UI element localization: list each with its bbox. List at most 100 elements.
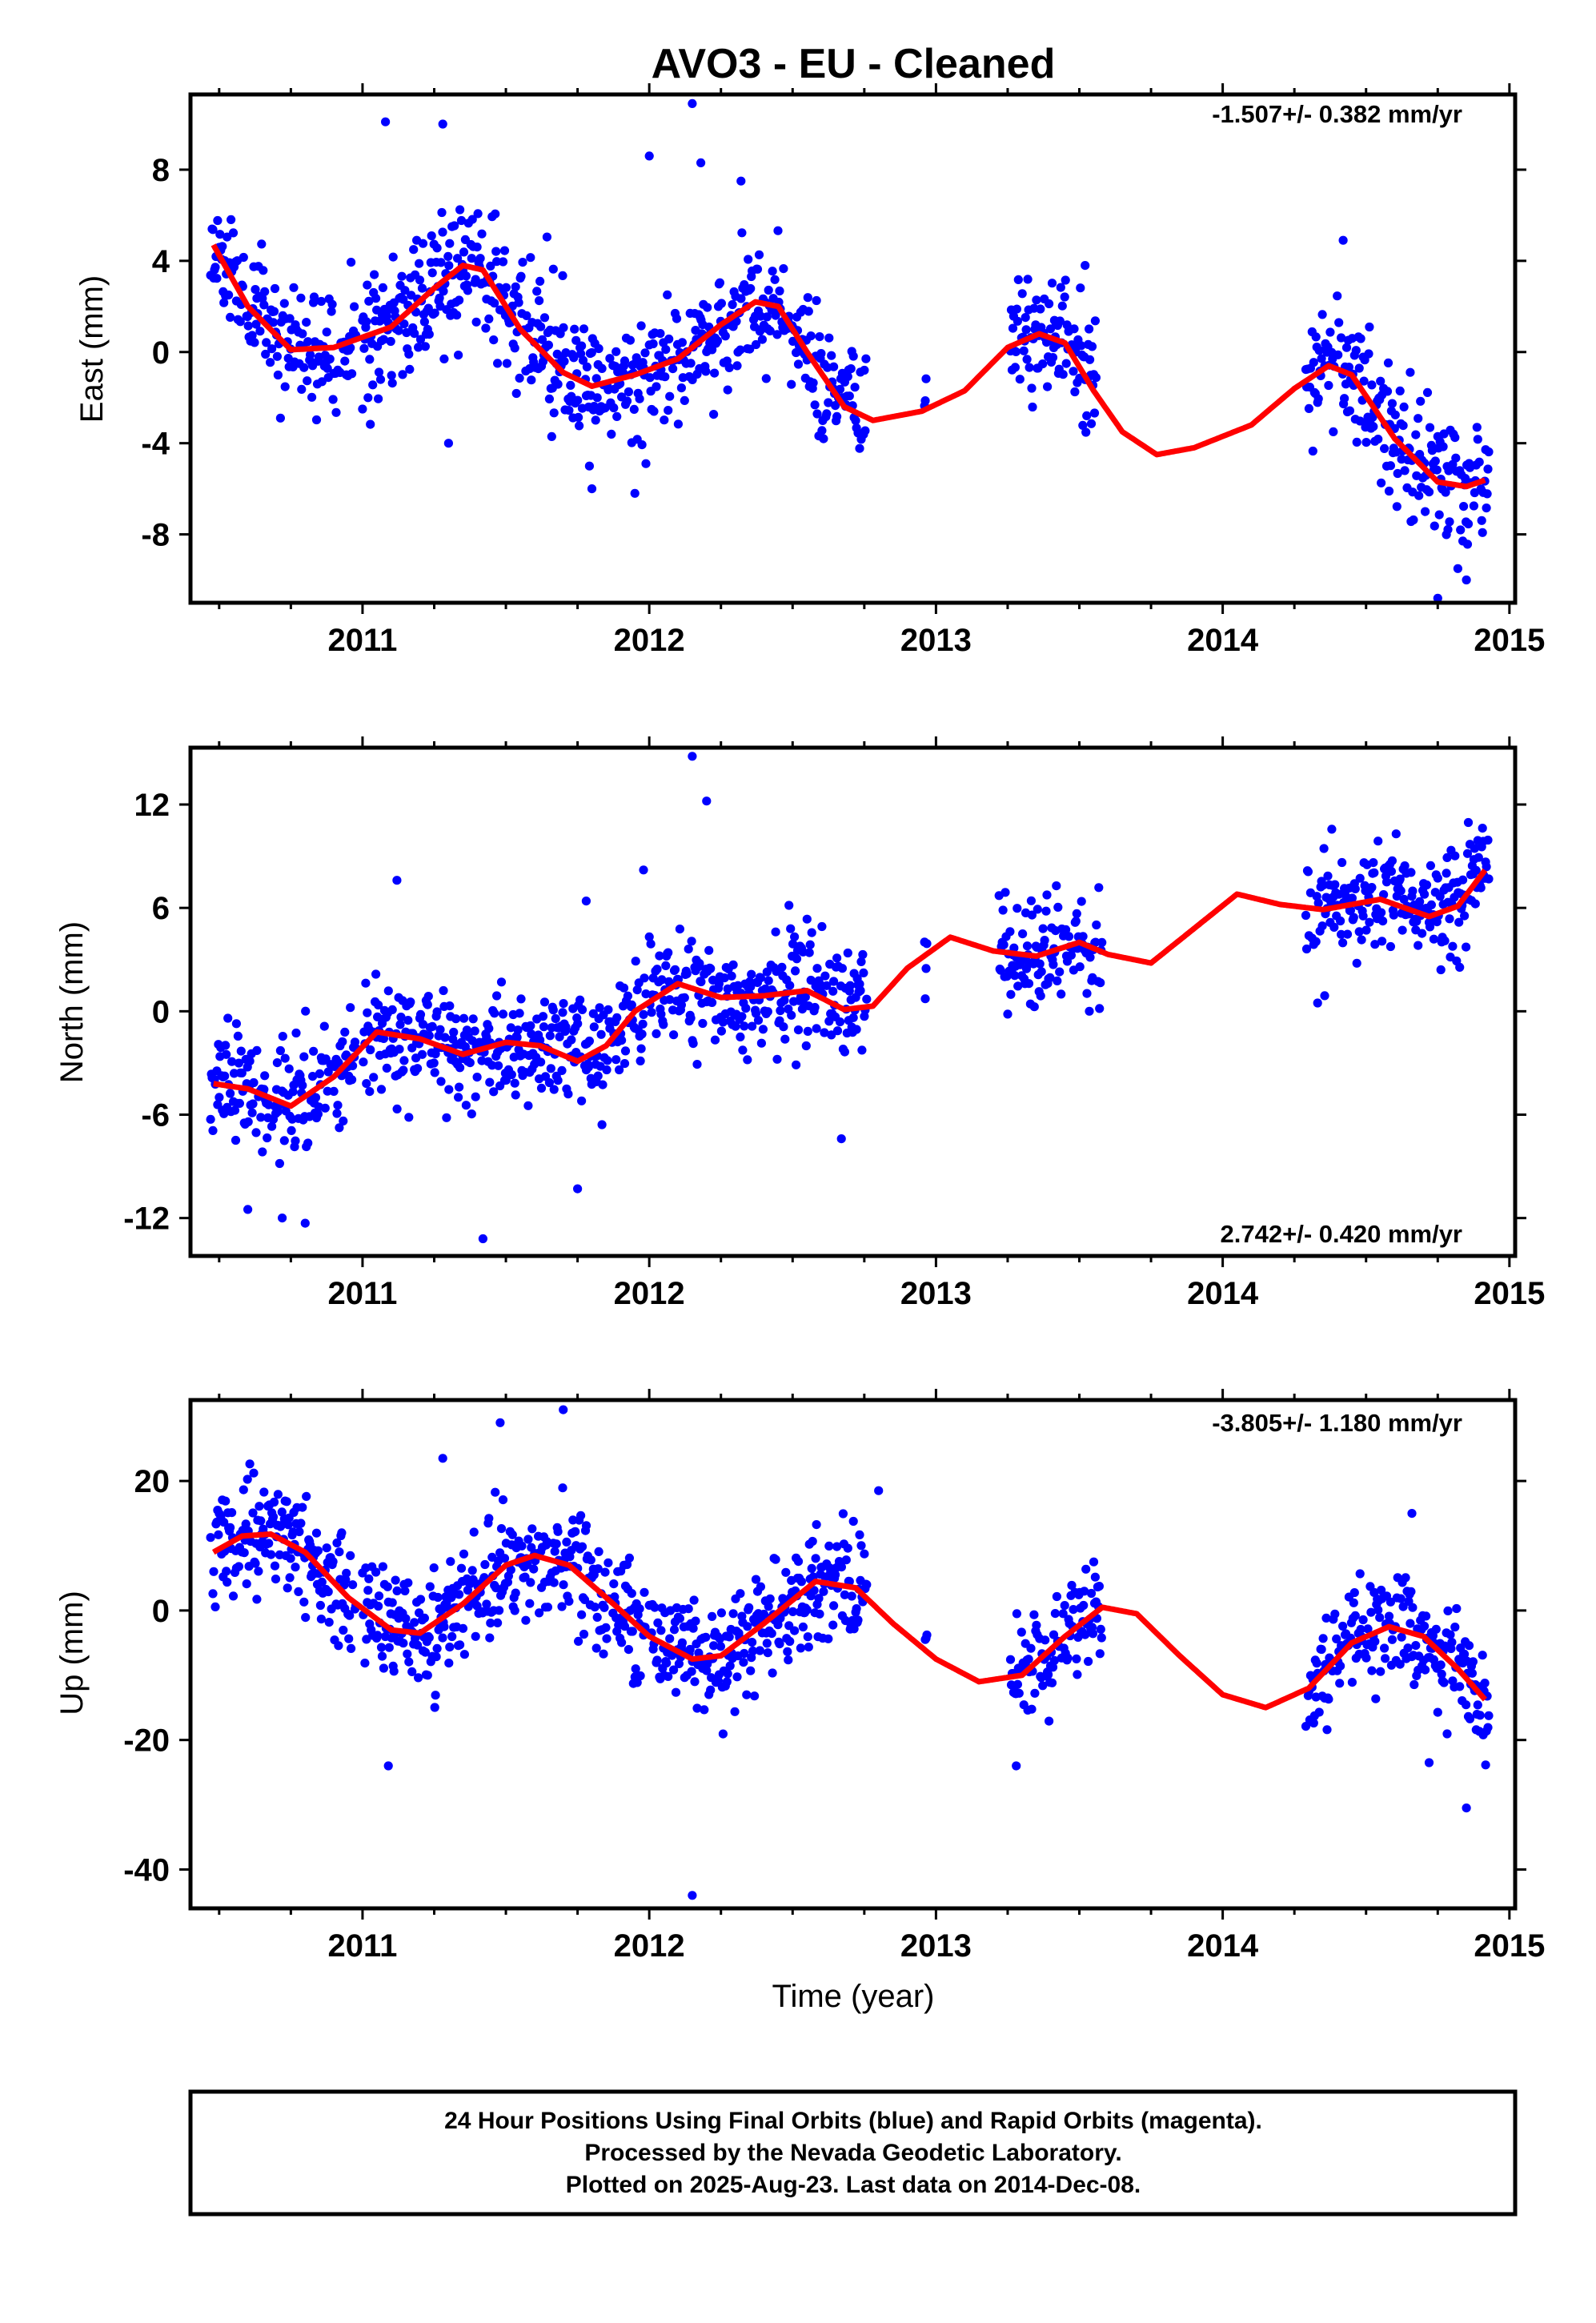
data-point [1456, 525, 1466, 535]
outlier-point [688, 1891, 697, 1900]
data-point [757, 335, 768, 344]
data-point [511, 1588, 520, 1598]
data-point [762, 967, 772, 977]
data-point [493, 1618, 503, 1627]
data-point [1097, 937, 1107, 947]
data-point [575, 995, 585, 1005]
data-point [1036, 991, 1045, 1001]
data-point [419, 1613, 430, 1623]
data-point [1459, 502, 1469, 512]
data-point [810, 400, 820, 410]
data-point [744, 255, 753, 264]
data-point [638, 1019, 648, 1029]
data-point [400, 286, 410, 295]
data-point [1064, 932, 1074, 941]
data-point [791, 966, 800, 976]
data-point [669, 1030, 679, 1040]
data-point [547, 431, 556, 442]
data-point [1317, 310, 1327, 319]
data-point [843, 371, 852, 381]
data-point [432, 1007, 442, 1017]
data-point [578, 355, 588, 365]
data-point [444, 1085, 454, 1094]
data-point [1446, 1630, 1455, 1639]
data-point [1309, 1718, 1318, 1728]
data-point [1006, 989, 1016, 999]
data-point [665, 1634, 675, 1643]
data-point [302, 318, 311, 327]
data-point [418, 239, 428, 248]
data-point [792, 1060, 801, 1069]
data-point [1094, 883, 1104, 893]
data-point [714, 979, 724, 989]
data-point [998, 905, 1008, 915]
data-point [391, 1575, 400, 1585]
data-point [272, 351, 282, 361]
data-point [824, 333, 834, 343]
data-point [374, 394, 383, 403]
x-tick-label: 2011 [328, 1276, 398, 1311]
data-point [815, 332, 824, 342]
data-point [1387, 1635, 1397, 1644]
north-frame [188, 745, 1518, 1258]
data-point [593, 1564, 603, 1574]
data-point [605, 354, 615, 363]
data-point [860, 365, 869, 375]
data-point [1483, 835, 1493, 845]
data-point [1462, 942, 1471, 952]
data-point [692, 1060, 702, 1069]
data-point [280, 1053, 290, 1063]
data-point [400, 1586, 410, 1595]
data-point [1433, 1707, 1442, 1717]
data-point [838, 1509, 848, 1519]
data-point [716, 1642, 726, 1651]
data-point [695, 959, 704, 969]
data-point [1474, 457, 1484, 467]
data-point [235, 1098, 244, 1108]
data-point [291, 1563, 300, 1572]
data-point [1001, 888, 1010, 897]
data-point [1395, 874, 1405, 884]
data-point [432, 243, 442, 253]
data-point [1314, 346, 1324, 355]
data-point [403, 1016, 413, 1025]
data-point [615, 1065, 624, 1075]
data-point [1436, 965, 1446, 975]
data-point [328, 395, 338, 404]
data-point [808, 1536, 817, 1547]
data-point [641, 459, 651, 468]
data-point [1325, 327, 1335, 337]
data-point [1095, 1004, 1105, 1013]
data-point [828, 1620, 838, 1630]
data-point [413, 1640, 423, 1650]
data-point [1082, 411, 1092, 421]
data-point [656, 1009, 666, 1019]
x-tick-label: 2012 [614, 1276, 685, 1311]
y-tick-label: 0 [152, 994, 170, 1029]
data-point [1441, 487, 1450, 497]
data-point [765, 1594, 775, 1603]
data-point [1045, 1716, 1054, 1726]
data-point [802, 1605, 812, 1615]
data-point [436, 1077, 446, 1086]
data-point [518, 258, 527, 267]
data-point [546, 1064, 555, 1073]
east-fit-line [211, 243, 1487, 490]
data-point [1070, 387, 1080, 397]
data-point [484, 1024, 494, 1033]
data-point [277, 1507, 287, 1517]
data-point [417, 1049, 427, 1059]
data-point [824, 398, 833, 407]
data-point [1397, 1632, 1406, 1642]
data-point [832, 1542, 842, 1551]
data-point [761, 374, 771, 383]
data-point [786, 924, 796, 933]
data-point [635, 1604, 644, 1614]
data-point [1425, 423, 1435, 432]
data-point [1045, 324, 1056, 334]
data-point [453, 254, 463, 263]
data-point [559, 323, 568, 332]
data-point [837, 964, 847, 973]
y-tick-label: 6 [152, 891, 170, 926]
data-point [294, 1587, 303, 1596]
